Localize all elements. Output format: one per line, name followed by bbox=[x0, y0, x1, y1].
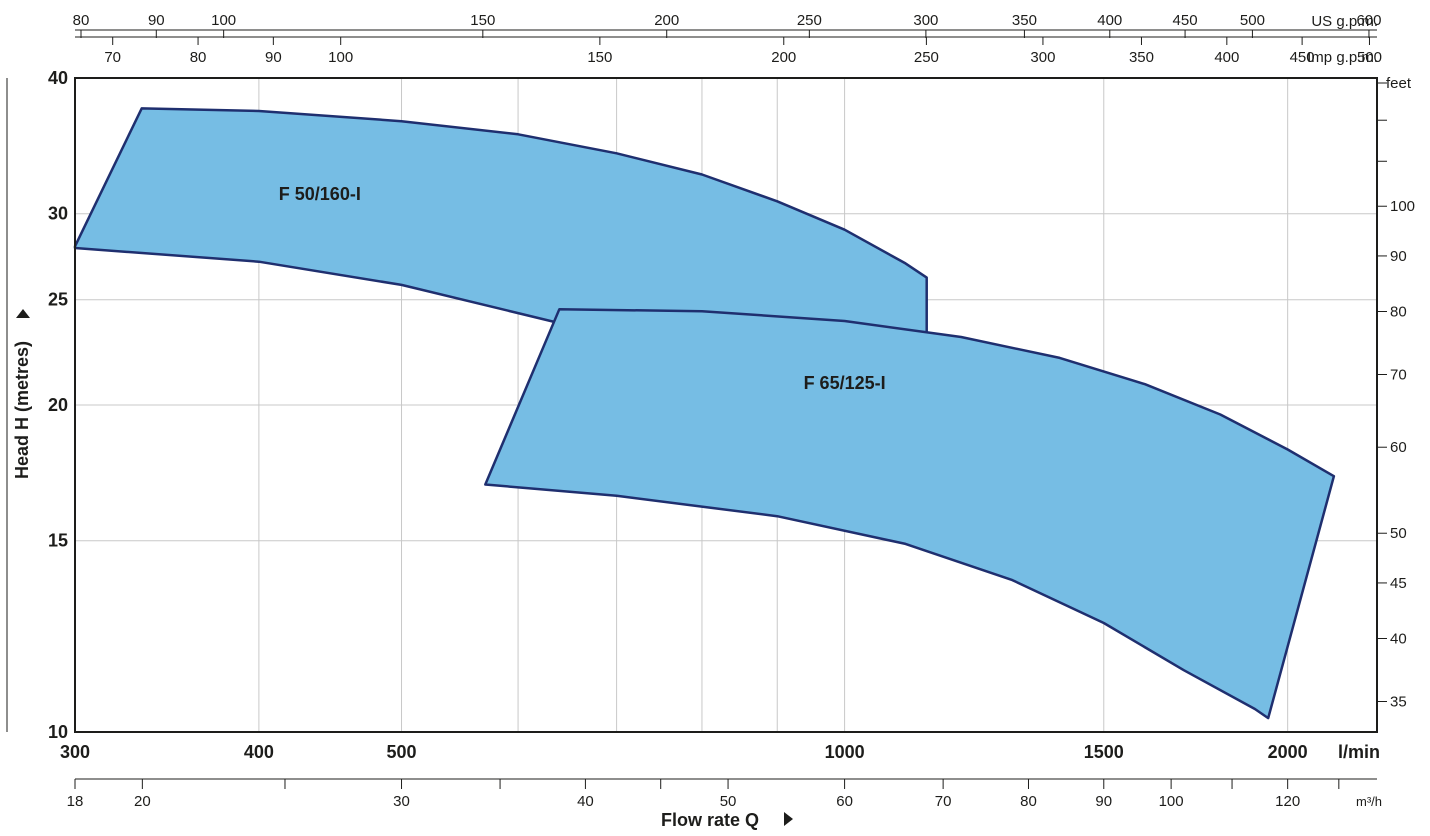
tick-label-feet: 45 bbox=[1390, 575, 1407, 592]
series-layer bbox=[73, 107, 1336, 720]
tick-label-impgpm: 200 bbox=[771, 49, 796, 66]
series-label-2: F 65/125-I bbox=[804, 373, 886, 393]
frame-layer bbox=[6, 77, 1378, 733]
tick-label-impgpm: 250 bbox=[914, 49, 939, 66]
tick-label-lmin: 500 bbox=[387, 742, 417, 762]
tick-label-m3h: 40 bbox=[577, 793, 594, 810]
tick-label-feet: 90 bbox=[1390, 248, 1407, 265]
tick-label-metres: 15 bbox=[48, 531, 68, 551]
tick-label-usgpm: 90 bbox=[148, 12, 165, 29]
tick-label-m3h: 30 bbox=[393, 793, 410, 810]
tick-label-impgpm: 80 bbox=[190, 49, 207, 66]
tick-label-usgpm: 80 bbox=[73, 12, 90, 29]
tick-label-lmin: 1000 bbox=[825, 742, 865, 762]
tick-label-lmin: 1500 bbox=[1084, 742, 1124, 762]
tick-label-usgpm: 400 bbox=[1097, 12, 1122, 29]
tick-label-m3h: 90 bbox=[1095, 793, 1112, 810]
tick-label-m3h: 80 bbox=[1020, 793, 1037, 810]
tick-label-m3h: 18 bbox=[67, 793, 84, 810]
tick-label-feet: 50 bbox=[1390, 525, 1407, 542]
tick-label-m3h: 50 bbox=[720, 793, 737, 810]
x-unit-usgpm: US g.p.m. bbox=[1311, 13, 1378, 30]
tick-label-m3h: 100 bbox=[1159, 793, 1184, 810]
tick-label-impgpm: 450 bbox=[1290, 49, 1315, 66]
tick-label-usgpm: 600 bbox=[1356, 12, 1381, 29]
tick-label-usgpm: 500 bbox=[1240, 12, 1265, 29]
plot-frame bbox=[74, 77, 1378, 733]
tick-label-impgpm: 400 bbox=[1214, 49, 1239, 66]
tick-label-metres: 40 bbox=[48, 68, 68, 88]
x-axis-arrow-icon bbox=[784, 812, 793, 826]
tick-label-metres: 10 bbox=[48, 722, 68, 742]
tick-label-lmin: 2000 bbox=[1268, 742, 1308, 762]
tick-label-usgpm: 250 bbox=[797, 12, 822, 29]
tick-label-impgpm: 70 bbox=[104, 49, 121, 66]
x-unit-lmin: l/min bbox=[1338, 742, 1380, 762]
tick-label-m3h: 70 bbox=[935, 793, 952, 810]
tick-label-impgpm: 150 bbox=[587, 49, 612, 66]
y-axis-title: Head H (metres) bbox=[12, 341, 32, 479]
x-unit-impgpm: Imp g.p.m. bbox=[1307, 49, 1378, 66]
tick-label-feet: 70 bbox=[1390, 366, 1407, 383]
tick-label-impgpm: 100 bbox=[328, 49, 353, 66]
tick-label-lmin: 300 bbox=[60, 742, 90, 762]
tick-label-m3h: 120 bbox=[1275, 793, 1300, 810]
tick-label-impgpm: 90 bbox=[265, 49, 282, 66]
tick-label-m3h: 20 bbox=[134, 793, 151, 810]
tick-label-feet: 35 bbox=[1390, 693, 1407, 710]
tick-label-feet: 100 bbox=[1390, 198, 1415, 215]
tick-label-metres: 30 bbox=[48, 204, 68, 224]
y-axis-arrow-icon bbox=[16, 309, 30, 318]
tick-label-impgpm: 350 bbox=[1129, 49, 1154, 66]
tick-label-impgpm: 300 bbox=[1030, 49, 1055, 66]
tick-label-metres: 25 bbox=[48, 290, 68, 310]
tick-label-usgpm: 100 bbox=[211, 12, 236, 29]
tick-label-usgpm: 450 bbox=[1173, 12, 1198, 29]
tick-label-usgpm: 350 bbox=[1012, 12, 1037, 29]
tick-label-feet: 60 bbox=[1390, 439, 1407, 456]
tick-label-feet: 40 bbox=[1390, 630, 1407, 647]
label-layer: F 50/160-I F 65/125-I bbox=[279, 184, 886, 393]
tick-label-usgpm: 200 bbox=[654, 12, 679, 29]
axis-layer: 300 400 500 1000 1500 2000 10 15 20 25 30 40 18 20 30 4… bbox=[48, 12, 1415, 810]
x-axis-title: Flow rate Q bbox=[661, 810, 759, 830]
y-unit-feet: feet bbox=[1386, 75, 1412, 92]
tick-label-usgpm: 150 bbox=[470, 12, 495, 29]
tick-label-metres: 20 bbox=[48, 395, 68, 415]
series-region-2 bbox=[484, 308, 1336, 720]
x-unit-m3h: m³/h bbox=[1356, 794, 1382, 809]
tick-label-feet: 80 bbox=[1390, 303, 1407, 320]
tick-label-lmin: 400 bbox=[244, 742, 274, 762]
tick-label-impgpm: 500 bbox=[1357, 49, 1382, 66]
series-label-1: F 50/160-I bbox=[279, 184, 361, 204]
tick-label-m3h: 60 bbox=[836, 793, 853, 810]
tick-label-usgpm: 300 bbox=[913, 12, 938, 29]
